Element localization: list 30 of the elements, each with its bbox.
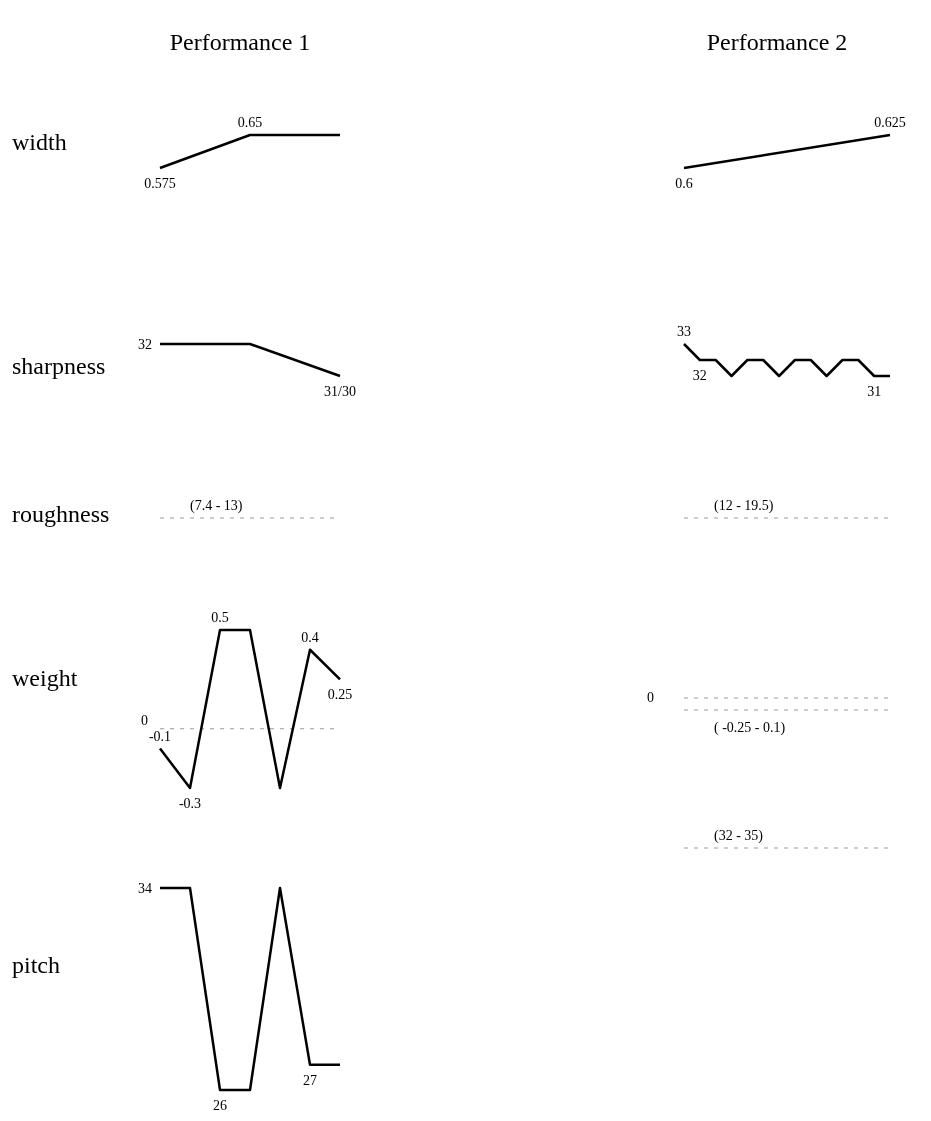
y-axis-title: width bbox=[12, 129, 67, 155]
data-label: 0.6 bbox=[675, 176, 693, 191]
y-axis-title: weight bbox=[12, 665, 78, 691]
ref-line-label: 0 bbox=[141, 712, 148, 728]
data-label: 0.5 bbox=[211, 610, 229, 625]
data-label: 32 bbox=[138, 337, 152, 352]
data-label: 26 bbox=[213, 1098, 227, 1113]
text: roughness bbox=[12, 501, 110, 527]
y-axis-title: pitch bbox=[12, 952, 60, 978]
data-label: 0.575 bbox=[144, 176, 176, 191]
data-label: 32 bbox=[692, 368, 707, 383]
data-label: 0.65 bbox=[237, 115, 263, 130]
data-label: 33 bbox=[677, 324, 691, 339]
data-label: 0.25 bbox=[327, 687, 353, 703]
y-axis-title: sharpness bbox=[12, 353, 106, 379]
data-label: -0.3 bbox=[178, 796, 202, 811]
data-label: 27 bbox=[303, 1072, 317, 1088]
text: (7.4 - 13) bbox=[190, 498, 243, 514]
text: (12 - 19.5) bbox=[714, 498, 774, 514]
chart-title: Performance 2 bbox=[706, 29, 848, 55]
data-label: 0.625 bbox=[874, 115, 906, 130]
data-label: 34 bbox=[138, 881, 152, 896]
text: 0 bbox=[647, 690, 654, 705]
data-label: 31/30 bbox=[324, 384, 356, 399]
text: ( -0.25 - 0.1) bbox=[714, 720, 786, 736]
data-label: 0.4 bbox=[301, 629, 319, 645]
data-label: 31 bbox=[867, 384, 882, 399]
data-label: -0.1 bbox=[148, 728, 172, 744]
chart-title: Performance 1 bbox=[169, 29, 311, 55]
text: (32 - 35) bbox=[714, 828, 764, 844]
